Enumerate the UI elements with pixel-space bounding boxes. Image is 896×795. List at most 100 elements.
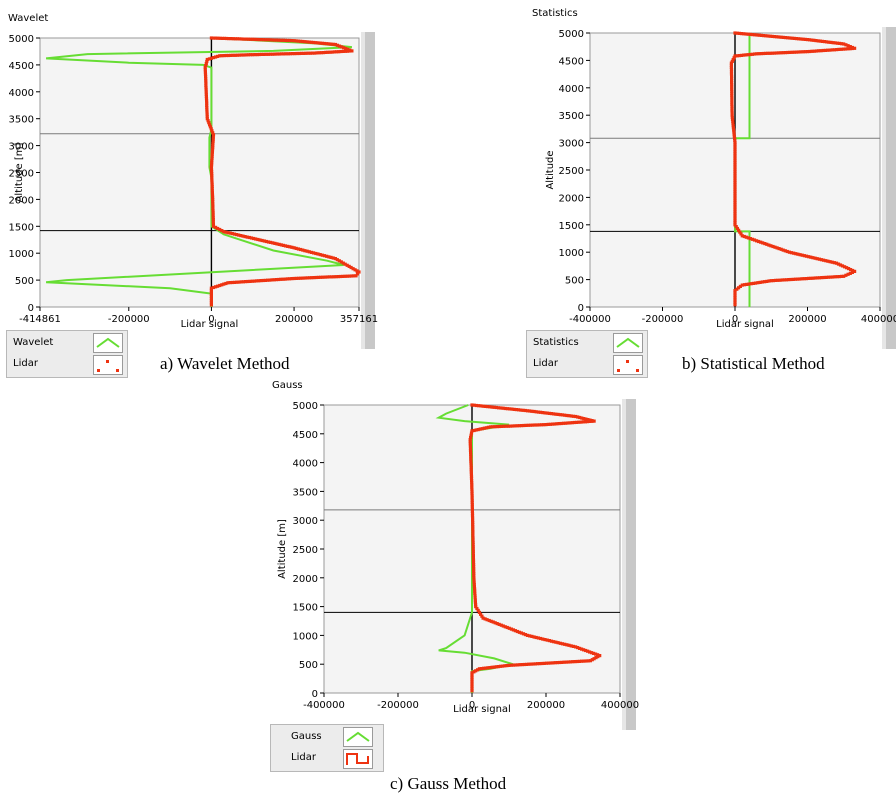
series-point-lidar (735, 226, 739, 231)
series-point-lidar (301, 248, 305, 252)
series-point-lidar (848, 271, 852, 275)
series-point-lidar (733, 212, 737, 216)
series-point-lidar (779, 35, 783, 39)
series-point-lidar (560, 413, 565, 417)
series-point-lidar (290, 245, 294, 249)
series-point-lidar (515, 424, 519, 428)
series-point-lidar (732, 130, 736, 134)
series-point-lidar (254, 237, 258, 241)
series-point-lidar (470, 509, 474, 513)
series-point-lidar (785, 249, 789, 254)
series-point-lidar (299, 276, 303, 280)
series-point-lidar (522, 423, 526, 428)
series-point-lidar (529, 662, 533, 666)
series-point-lidar (296, 39, 300, 43)
series-point-lidar (257, 38, 261, 42)
series-point-lidar (477, 667, 481, 671)
series-point-lidar (813, 276, 817, 280)
series-point-lidar (530, 634, 534, 638)
series-point-lidar (277, 242, 281, 246)
series-point-lidar (328, 50, 332, 54)
series-point-lidar (469, 450, 473, 455)
series-point-lidar (240, 53, 244, 57)
series-point-lidar (576, 646, 580, 650)
series-point-lidar (828, 48, 832, 52)
series-point-lidar (249, 37, 253, 41)
series-point-lidar (290, 277, 294, 281)
series-point-lidar (755, 33, 759, 37)
series-point-lidar (271, 52, 275, 56)
series-point-lidar (304, 51, 308, 55)
series-point-lidar (740, 234, 744, 238)
series-point-lidar (755, 239, 759, 243)
series-point-lidar (229, 53, 233, 57)
series-point-lidar (512, 407, 516, 411)
series-point-lidar (344, 46, 348, 51)
series-point-lidar (501, 406, 505, 410)
series-point-lidar (734, 225, 738, 229)
series-point-lidar (474, 403, 478, 408)
series-point-lidar (474, 669, 478, 673)
series-point-lidar (830, 260, 834, 264)
series-point-lidar (338, 274, 343, 279)
series-point-lidar (303, 276, 307, 280)
series-point-lidar (804, 277, 808, 281)
series-point-lidar (488, 405, 492, 409)
series-point-lidar (476, 608, 480, 612)
series-point-lidar (733, 176, 737, 180)
series-point-lidar (503, 406, 507, 411)
series-point-lidar (511, 628, 515, 632)
series-point-lidar (586, 418, 590, 422)
series-point-lidar (211, 131, 215, 135)
series-point-lidar (207, 57, 211, 61)
series-point-lidar (314, 41, 318, 45)
series-point-lidar (204, 83, 208, 87)
series-point-lidar (731, 124, 735, 128)
series-point-lidar (210, 189, 214, 193)
series-point-lidar (514, 408, 518, 412)
series-point-lidar (844, 47, 848, 51)
series-point-lidar (307, 40, 311, 44)
series-point-lidar (204, 77, 208, 81)
series-point-lidar (519, 631, 523, 635)
series-point-lidar (473, 587, 477, 591)
series-point-lidar (733, 298, 737, 302)
chart-panel-statistics: Statistics 0 500 1000 1500 2000 2500 3000 3500 4… (510, 0, 896, 380)
series-point-lidar (547, 411, 551, 415)
series-point-lidar (731, 119, 735, 124)
series-point-lidar (510, 407, 514, 411)
series-point-lidar (305, 276, 309, 280)
series-point-lidar (220, 36, 224, 40)
series-point-lidar (799, 50, 803, 54)
series-point-lidar (839, 47, 843, 51)
series-point-lidar (226, 53, 231, 58)
y-tick-label: 4500 (9, 61, 34, 72)
series-point-lidar (227, 37, 231, 41)
x-tick-label: -414861 (19, 314, 61, 325)
series-point-lidar (204, 94, 208, 99)
series-point-lidar (205, 106, 209, 110)
series-point-lidar (468, 438, 472, 442)
series-point-lidar (560, 660, 564, 664)
series-point-lidar (542, 423, 546, 427)
y-tick-label: 500 (15, 276, 34, 287)
series-point-lidar (210, 152, 214, 156)
series-point-lidar (337, 50, 341, 54)
series-point-lidar (469, 457, 473, 461)
series-point-lidar (216, 284, 220, 288)
series-point-lidar (470, 680, 474, 684)
series-point-lidar (565, 413, 569, 418)
series-point-lidar (548, 422, 552, 426)
chart-title: Statistics (532, 8, 578, 19)
series-point-lidar (283, 277, 287, 281)
series-point-lidar (730, 81, 734, 85)
series-point-lidar (257, 52, 261, 57)
series-point-lidar (470, 479, 474, 483)
series-point-lidar (290, 39, 294, 43)
series-point-lidar (804, 254, 809, 258)
series-point-lidar (811, 276, 815, 280)
series-point-lidar (498, 664, 503, 668)
series-point-lidar (292, 246, 296, 250)
series-point-lidar (211, 195, 215, 199)
series-point-lidar (334, 275, 338, 279)
